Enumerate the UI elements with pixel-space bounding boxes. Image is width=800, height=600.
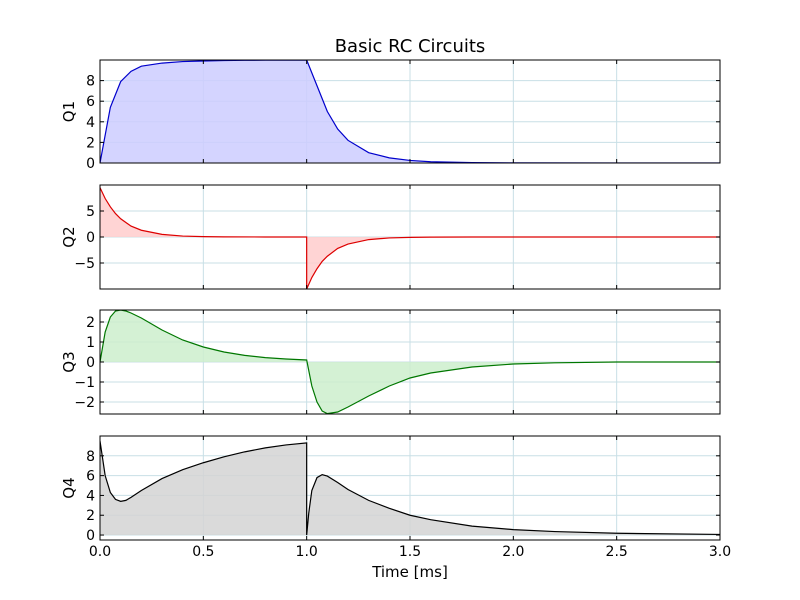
x-tick-label: 0.5	[192, 544, 214, 560]
y-tick-label: 1	[86, 335, 95, 351]
y-tick-label: −5	[74, 256, 95, 272]
x-tick-label: 1.5	[399, 544, 421, 560]
x-tick-label: 2.5	[606, 544, 628, 560]
series-area-fill	[100, 440, 720, 536]
y-tick-label: 6	[86, 94, 95, 110]
series-area-fill	[100, 310, 720, 414]
y-tick-label: −2	[74, 395, 95, 411]
series-line	[100, 310, 720, 414]
y-axis-label: Q4	[60, 477, 78, 498]
subplot-stack: 0 2 4 6 8 Q1 5 0 −5 Q2 2 1 0 −1 −2 Q3 8 6 4 2 0 Q4 0.0 0.5 1.0 1.…	[60, 59, 731, 560]
y-tick-label: 0	[86, 355, 95, 371]
y-axis-label: Q3	[60, 351, 78, 372]
y-tick-label: 4	[86, 115, 95, 131]
subplot-1: 0 2 4 6 8 Q1	[60, 59, 721, 172]
series-line	[100, 187, 720, 289]
y-axis-label: Q2	[60, 226, 78, 247]
y-tick-label: 4	[86, 488, 95, 504]
y-tick-label: 2	[86, 135, 95, 151]
y-tick-label: 2	[86, 508, 95, 524]
y-tick-label: 8	[86, 74, 95, 90]
y-tick-label: 0	[86, 156, 95, 172]
x-axis-label: Time [ms]	[371, 563, 448, 581]
series-line	[100, 60, 720, 163]
y-tick-label: 0	[86, 230, 95, 246]
chart-title: Basic RC Circuits	[335, 36, 486, 57]
y-tick-label: 2	[86, 315, 95, 331]
y-tick-label: 0	[86, 528, 95, 544]
y-tick-label: 5	[86, 204, 95, 220]
y-tick-label: 6	[86, 469, 95, 485]
y-tick-label: −1	[74, 375, 95, 391]
x-tick-label: 1.0	[296, 544, 318, 560]
subplot-3: 2 1 0 −1 −2 Q3	[60, 309, 721, 415]
y-axis-label: Q1	[60, 101, 78, 122]
x-tick-label: 2.0	[502, 544, 524, 560]
x-tick-label: 0.0	[89, 544, 111, 560]
series-area-fill	[100, 60, 720, 163]
subplot-4: 8 6 4 2 0 Q4 0.0 0.5 1.0 1.5 2.0 2.5 3.0	[60, 435, 731, 560]
y-tick-label: 8	[86, 449, 95, 465]
series-line	[100, 440, 720, 536]
subplot-2: 5 0 −5 Q2	[60, 184, 721, 290]
x-tick-label: 3.0	[709, 544, 731, 560]
